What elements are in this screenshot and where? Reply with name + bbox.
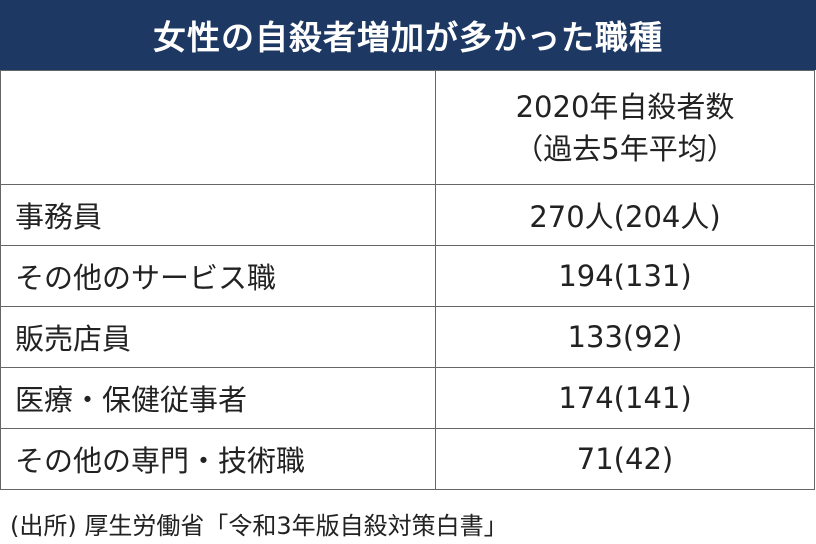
occupation-cell: その他の専門・技術職 <box>0 428 436 490</box>
table-row: その他のサービス職 194(131) <box>0 245 815 307</box>
occupation-cell: その他のサービス職 <box>0 245 436 307</box>
column-header: 2020年自殺者数 <box>515 89 735 124</box>
header-cell <box>0 70 436 185</box>
count-cell: 270人(204人) <box>435 184 815 246</box>
count-cell: 194(131) <box>435 245 815 307</box>
title-bar: 女性の自殺者増加が多かった職種 <box>0 0 816 70</box>
header-cell: 2020年自殺者数 （過去5年平均） <box>435 70 815 185</box>
table: 2020年自殺者数 （過去5年平均） 事務員 270人(204人) その他のサービス… <box>0 70 815 490</box>
table-row: 販売店員 133(92) <box>0 306 815 368</box>
count-cell: 174(141) <box>435 367 815 429</box>
source-note: (出所) 厚生労働省「令和3年版自殺対策白書」 <box>10 512 508 540</box>
column-header: （過去5年平均） <box>514 131 736 166</box>
count-cell: 71(42) <box>435 428 815 490</box>
table-row: 医療・保健従事者 174(141) <box>0 367 815 429</box>
table-row: 事務員 270人(204人) <box>0 184 815 246</box>
occupation-cell: 販売店員 <box>0 306 436 368</box>
title: 女性の自殺者増加が多かった職種 <box>153 18 663 57</box>
table-row: その他の専門・技術職 71(42) <box>0 428 815 490</box>
occupation-cell: 事務員 <box>0 184 436 246</box>
count-cell: 133(92) <box>435 306 815 368</box>
occupation-cell: 医療・保健従事者 <box>0 367 436 429</box>
header-row: 2020年自殺者数 （過去5年平均） <box>0 70 815 185</box>
